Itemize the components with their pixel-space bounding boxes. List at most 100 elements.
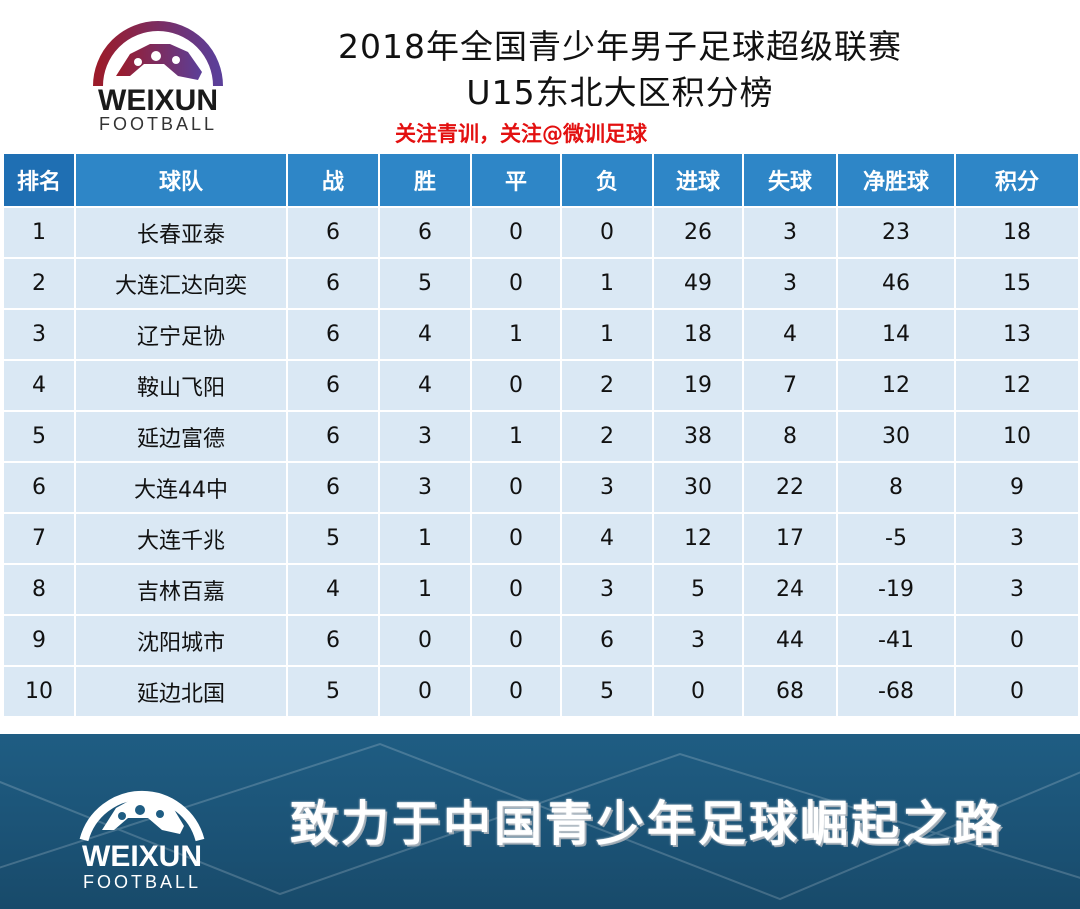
table-row: 8 吉林百嘉 4 1 0 3 5 24 -19 3 bbox=[2, 563, 1080, 616]
stat-cell: 0 bbox=[378, 614, 472, 667]
stat-cell: 46 bbox=[836, 257, 956, 310]
stat-cell: 22 bbox=[742, 461, 838, 514]
rank-cell: 3 bbox=[2, 308, 76, 361]
stat-cell: 3 bbox=[560, 461, 654, 514]
team-name-cell: 延边北国 bbox=[74, 665, 288, 718]
table-row: 1 长春亚泰 6 6 0 0 26 3 23 18 bbox=[2, 206, 1080, 259]
stat-cell: 14 bbox=[836, 308, 956, 361]
stat-cell: 17 bbox=[742, 512, 838, 565]
stat-cell: 12 bbox=[954, 359, 1080, 412]
stat-cell: 3 bbox=[954, 512, 1080, 565]
stat-cell: 0 bbox=[954, 614, 1080, 667]
team-name-cell: 大连汇达向奕 bbox=[74, 257, 288, 310]
stat-cell: 13 bbox=[954, 308, 1080, 361]
stat-cell: 1 bbox=[470, 410, 562, 463]
team-name-cell: 辽宁足协 bbox=[74, 308, 288, 361]
stat-cell: 30 bbox=[836, 410, 956, 463]
logo-submark: FOOTBALL bbox=[83, 872, 201, 892]
stat-cell: -19 bbox=[836, 563, 956, 616]
rank-cell: 1 bbox=[2, 206, 76, 259]
logo-wordmark: WEIXUN bbox=[82, 840, 202, 873]
stat-cell: 6 bbox=[286, 614, 380, 667]
stat-cell: 38 bbox=[652, 410, 744, 463]
stat-cell: 26 bbox=[652, 206, 744, 259]
stat-cell: 30 bbox=[652, 461, 744, 514]
stat-cell: 3 bbox=[378, 410, 472, 463]
stat-cell: 7 bbox=[742, 359, 838, 412]
column-header: 战 bbox=[286, 152, 380, 208]
table-row: 4 鞍山飞阳 6 4 0 2 19 7 12 12 bbox=[2, 359, 1080, 412]
stat-cell: 8 bbox=[836, 461, 956, 514]
stat-cell: 4 bbox=[560, 512, 654, 565]
stat-cell: 4 bbox=[378, 308, 472, 361]
stat-cell: 3 bbox=[954, 563, 1080, 616]
stat-cell: 0 bbox=[470, 665, 562, 718]
page-subtitle: U15东北大区积分榜 bbox=[466, 73, 774, 112]
stat-cell: 6 bbox=[286, 308, 380, 361]
stat-cell: 5 bbox=[378, 257, 472, 310]
stat-cell: 0 bbox=[470, 206, 562, 259]
column-header: 失球 bbox=[742, 152, 838, 208]
team-name-cell: 长春亚泰 bbox=[74, 206, 288, 259]
stat-cell: 18 bbox=[954, 206, 1080, 259]
stat-cell: 4 bbox=[286, 563, 380, 616]
stat-cell: 6 bbox=[286, 461, 380, 514]
stat-cell: 0 bbox=[378, 665, 472, 718]
tagline: 关注青训，关注@微训足球 bbox=[395, 122, 647, 146]
table-row: 9 沈阳城市 6 0 0 6 3 44 -41 0 bbox=[2, 614, 1080, 667]
slogan: 致力于中国青少年足球崛起之路 bbox=[290, 796, 1005, 852]
stat-cell: 6 bbox=[286, 410, 380, 463]
stat-cell: 5 bbox=[286, 512, 380, 565]
stat-cell: 18 bbox=[652, 308, 744, 361]
column-header: 进球 bbox=[652, 152, 744, 208]
stat-cell: 0 bbox=[470, 359, 562, 412]
stat-cell: 23 bbox=[836, 206, 956, 259]
logo-wordmark: WEIXUN bbox=[98, 84, 218, 117]
stat-cell: 3 bbox=[652, 614, 744, 667]
stat-cell: 0 bbox=[470, 512, 562, 565]
stat-cell: 19 bbox=[652, 359, 744, 412]
column-header: 平 bbox=[470, 152, 562, 208]
footer-banner: WEIXUN FOOTBALL 致力于中国青少年足球崛起之路 bbox=[0, 734, 1080, 909]
stat-cell: 6 bbox=[286, 359, 380, 412]
stat-cell: 2 bbox=[560, 410, 654, 463]
team-name-cell: 大连千兆 bbox=[74, 512, 288, 565]
stat-cell: 0 bbox=[470, 614, 562, 667]
table-row: 7 大连千兆 5 1 0 4 12 17 -5 3 bbox=[2, 512, 1080, 565]
stat-cell: 5 bbox=[560, 665, 654, 718]
stat-cell: 68 bbox=[742, 665, 838, 718]
weixun-football-logo-white: WEIXUN FOOTBALL bbox=[79, 790, 205, 892]
stat-cell: 1 bbox=[378, 563, 472, 616]
stat-cell: 0 bbox=[470, 461, 562, 514]
stat-cell: 3 bbox=[378, 461, 472, 514]
table-body: 1 长春亚泰 6 6 0 0 26 3 23 18 2 大连汇达向奕 6 5 0 1 49 3 46 15 3 辽宁足协 6… bbox=[2, 206, 1080, 718]
column-header: 排名 bbox=[2, 152, 76, 208]
stat-cell: 6 bbox=[560, 614, 654, 667]
rank-cell: 9 bbox=[2, 614, 76, 667]
stat-cell: -5 bbox=[836, 512, 956, 565]
team-name-cell: 吉林百嘉 bbox=[74, 563, 288, 616]
team-name-cell: 大连44中 bbox=[74, 461, 288, 514]
table-row: 2 大连汇达向奕 6 5 0 1 49 3 46 15 bbox=[2, 257, 1080, 310]
stat-cell: 6 bbox=[286, 206, 380, 259]
rank-cell: 10 bbox=[2, 665, 76, 718]
table-row: 10 延边北国 5 0 0 5 0 68 -68 0 bbox=[2, 665, 1080, 718]
stat-cell: 4 bbox=[742, 308, 838, 361]
table-header-row: 排名 球队 战 胜 平 负 进球 失球 净胜球 积分 bbox=[2, 152, 1080, 208]
table-row: 3 辽宁足协 6 4 1 1 18 4 14 13 bbox=[2, 308, 1080, 361]
stat-cell: 6 bbox=[286, 257, 380, 310]
rank-cell: 7 bbox=[2, 512, 76, 565]
stat-cell: 2 bbox=[560, 359, 654, 412]
stat-cell: 0 bbox=[560, 206, 654, 259]
weixun-football-logo: WEIXUN FOOTBALL bbox=[93, 21, 223, 134]
rank-cell: 8 bbox=[2, 563, 76, 616]
stat-cell: 44 bbox=[742, 614, 838, 667]
team-name-cell: 鞍山飞阳 bbox=[74, 359, 288, 412]
stat-cell: 9 bbox=[954, 461, 1080, 514]
stat-cell: 49 bbox=[652, 257, 744, 310]
column-header: 净胜球 bbox=[836, 152, 956, 208]
column-header: 积分 bbox=[954, 152, 1080, 208]
stat-cell: 0 bbox=[470, 563, 562, 616]
stat-cell: 0 bbox=[652, 665, 744, 718]
stat-cell: 1 bbox=[378, 512, 472, 565]
